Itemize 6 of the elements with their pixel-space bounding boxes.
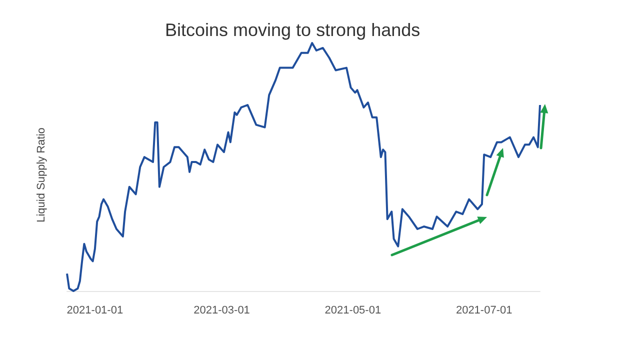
x-tick-label: 2021-03-01 bbox=[194, 304, 250, 316]
chart-title: Bitcoins moving to strong hands bbox=[165, 20, 420, 40]
y-axis-title: Liquid Supply Ratio bbox=[36, 128, 48, 222]
x-tick-label: 2021-07-01 bbox=[456, 304, 512, 316]
x-tick-label: 2021-01-01 bbox=[66, 304, 124, 316]
x-tick-label: 2021-05-01 bbox=[324, 304, 382, 316]
